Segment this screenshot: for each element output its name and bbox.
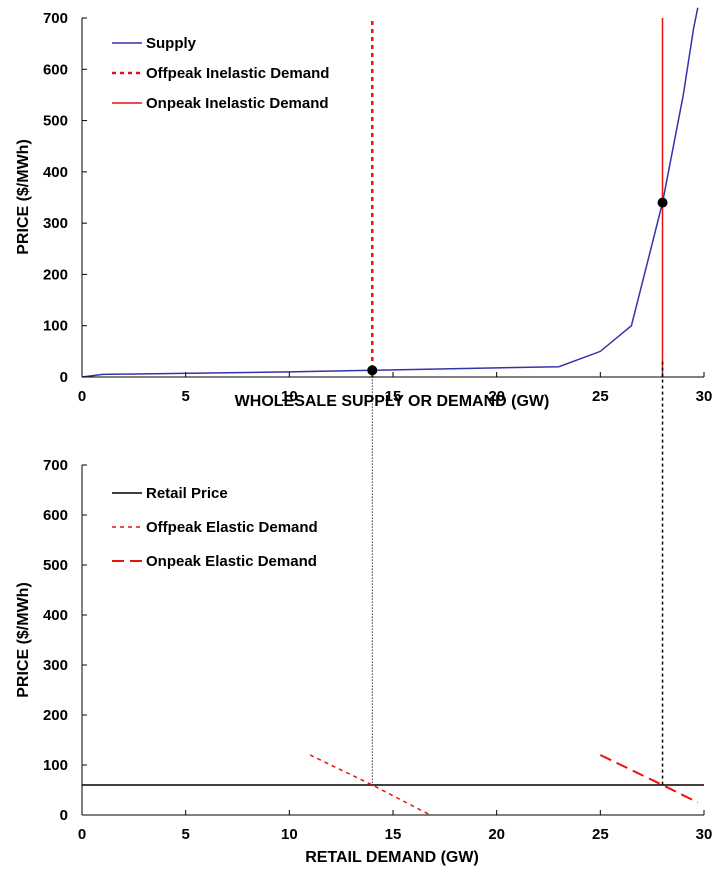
bottom-y-tick-label: 400 — [43, 607, 68, 624]
legend-label-offpeak-elastic: Offpeak Elastic Demand — [146, 519, 318, 536]
top-y-axis-title: PRICE ($/MWh) — [15, 139, 32, 255]
top-x-tick-label: 20 — [488, 388, 505, 405]
top-x-tick-label: 0 — [78, 388, 86, 405]
bottom-y-tick-label: 0 — [60, 807, 68, 824]
bottom-legend: Retail Price Offpeak Elastic Demand Onpe… — [112, 485, 318, 570]
bottom-x-tick-label: 0 — [78, 826, 86, 843]
legend-label-onpeak-inelastic: Onpeak Inelastic Demand — [146, 95, 329, 112]
top-y-tick-label: 0 — [60, 369, 68, 386]
legend-label-onpeak-elastic: Onpeak Elastic Demand — [146, 553, 317, 570]
legend-label-retail-price: Retail Price — [146, 485, 228, 502]
bottom-x-tick-label: 25 — [592, 826, 609, 843]
top-series-supply — [81, 7, 699, 378]
top-y-tick-label: 700 — [43, 10, 68, 27]
bottom-y-tick-label: 500 — [43, 557, 68, 574]
bottom-x-tick-label: 30 — [696, 826, 713, 843]
legend-label-offpeak-inelastic: Offpeak Inelastic Demand — [146, 65, 329, 82]
top-y-tick-label: 600 — [43, 61, 68, 78]
top-x-tick-label: 25 — [592, 388, 609, 405]
legend-label-supply: Supply — [146, 35, 197, 52]
top-equilibrium-marker-2 — [657, 197, 668, 208]
bottom-series-offpeak-elastic-demand — [309, 754, 431, 816]
bottom-y-tick-label: 600 — [43, 507, 68, 524]
top-x-axis-title: WHOLESALE SUPPLY OR DEMAND (GW) — [235, 393, 550, 410]
top-y-tick-label: 300 — [43, 215, 68, 232]
bottom-y-axis-title: PRICE ($/MWh) — [15, 582, 32, 698]
top-y-tick-label: 500 — [43, 113, 68, 130]
top-series-group — [81, 7, 699, 378]
top-y-tick-label: 400 — [43, 164, 68, 181]
top-x-tick-label: 30 — [696, 388, 713, 405]
bottom-x-tick-label: 20 — [488, 826, 505, 843]
top-x-tick-label: 10 — [281, 388, 298, 405]
bottom-x-axis-title: RETAIL DEMAND (GW) — [305, 849, 479, 866]
bottom-x-tick-label: 10 — [281, 826, 298, 843]
top-legend: Supply Offpeak Inelastic Demand Onpeak I… — [112, 35, 329, 112]
top-y-tick-label: 200 — [43, 266, 68, 283]
bottom-y-tick-label: 300 — [43, 657, 68, 674]
bottom-series-onpeak-elastic-demand — [599, 754, 699, 804]
top-y-tick-label: 100 — [43, 318, 68, 335]
bottom-y-tick-label: 100 — [43, 757, 68, 774]
bottom-y-tick-label: 200 — [43, 707, 68, 724]
bottom-y-tick-label: 700 — [43, 457, 68, 474]
bottom-x-tick-label: 5 — [181, 826, 189, 843]
bottom-series-group — [82, 754, 704, 816]
connector-lines — [371, 361, 664, 785]
top-x-tick-label: 15 — [385, 388, 402, 405]
bottom-x-tick-label: 15 — [385, 826, 402, 843]
top-x-tick-label: 5 — [181, 388, 189, 405]
